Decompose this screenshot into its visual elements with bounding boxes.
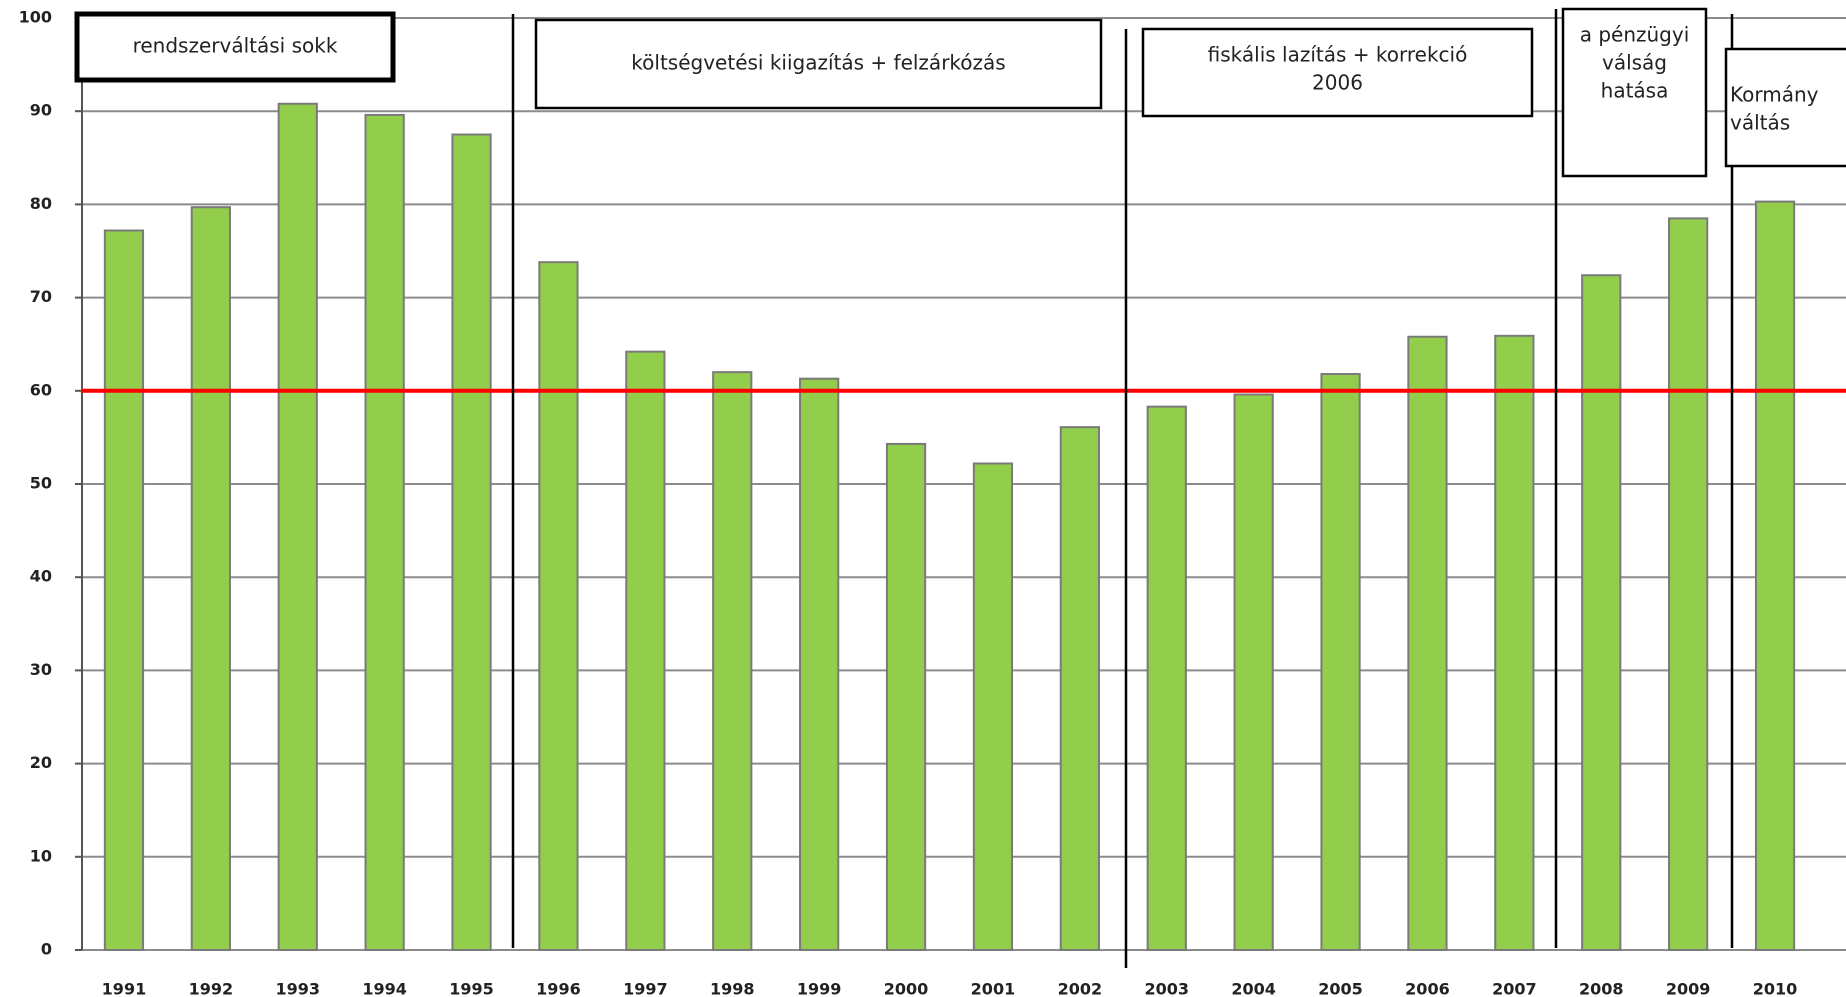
bar [712, 371, 753, 952]
bar [972, 462, 1014, 951]
y-tick-label: 20 [30, 753, 52, 772]
x-tick-label: 2003 [1144, 980, 1189, 997]
bar [1320, 373, 1361, 951]
y-tick-label: 30 [30, 660, 52, 679]
annotation-text: válság [1602, 51, 1667, 75]
y-tick-label: 70 [30, 287, 52, 306]
x-tick-label: 1997 [623, 980, 668, 997]
annotation-text: a pénzügyi [1580, 23, 1690, 47]
annotation-text: hatása [1601, 79, 1669, 103]
x-tick-label: 2001 [971, 980, 1016, 997]
x-tick-label: 2002 [1058, 980, 1103, 997]
x-tick-label: 1996 [536, 980, 581, 997]
x-tick-label: 2004 [1231, 980, 1276, 997]
y-tick-label: 100 [19, 8, 52, 27]
y-tick-label: 60 [30, 380, 52, 399]
bar [625, 350, 666, 951]
annotation-box [74, 11, 396, 83]
annotation-text: 2006 [1312, 71, 1363, 95]
x-tick-label: 1994 [362, 980, 407, 997]
x-tick-label: 1992 [189, 980, 234, 997]
y-tick-label: 50 [30, 474, 52, 493]
annotation-text: költségvetési kiigazítás + felzárkózás [631, 51, 1005, 75]
bar [1233, 393, 1274, 951]
bar [277, 102, 318, 951]
bar [1754, 200, 1796, 951]
x-tick-label: 2005 [1318, 980, 1363, 997]
x-tick-label: 1995 [449, 980, 494, 997]
y-tick-label: 10 [30, 846, 52, 865]
bar [451, 133, 492, 951]
x-tick-label: 2008 [1579, 980, 1624, 997]
annotation-box [1561, 7, 1708, 178]
bar [1407, 335, 1448, 951]
annotation-text: váltás [1730, 111, 1790, 135]
annotation-text: fiskális lazítás + korrekció [1208, 43, 1468, 67]
annotation-box [1141, 27, 1534, 118]
x-tick-label: 2000 [884, 980, 929, 997]
x-tick-label: 1993 [275, 980, 320, 997]
x-tick-label: 1999 [797, 980, 842, 997]
annotation-box [534, 18, 1103, 110]
annotation-text: rendszerváltási sokk [133, 34, 338, 58]
bar [364, 113, 405, 952]
y-tick-label: 80 [30, 194, 52, 213]
x-tick-label: 1998 [710, 980, 755, 997]
annotation-box [1724, 47, 1846, 168]
bar [538, 261, 579, 951]
bar [1494, 334, 1535, 951]
x-tick-label: 1991 [102, 980, 147, 997]
y-tick-label: 0 [41, 940, 52, 959]
bar [1059, 426, 1100, 951]
bar [1668, 217, 1709, 951]
bar [799, 377, 840, 951]
bar [190, 206, 231, 952]
x-tick-label: 2006 [1405, 980, 1450, 997]
x-tick-label: 2009 [1666, 980, 1711, 997]
y-tick-label: 90 [30, 101, 52, 120]
y-tick-label: 40 [30, 567, 52, 586]
x-tick-label: 2010 [1753, 980, 1798, 997]
bar [1146, 405, 1187, 952]
bar [885, 442, 927, 951]
x-tick-label: 2007 [1492, 980, 1537, 997]
bar [1581, 274, 1622, 951]
annotation-text: Kormány [1730, 83, 1819, 107]
bar [103, 229, 145, 952]
